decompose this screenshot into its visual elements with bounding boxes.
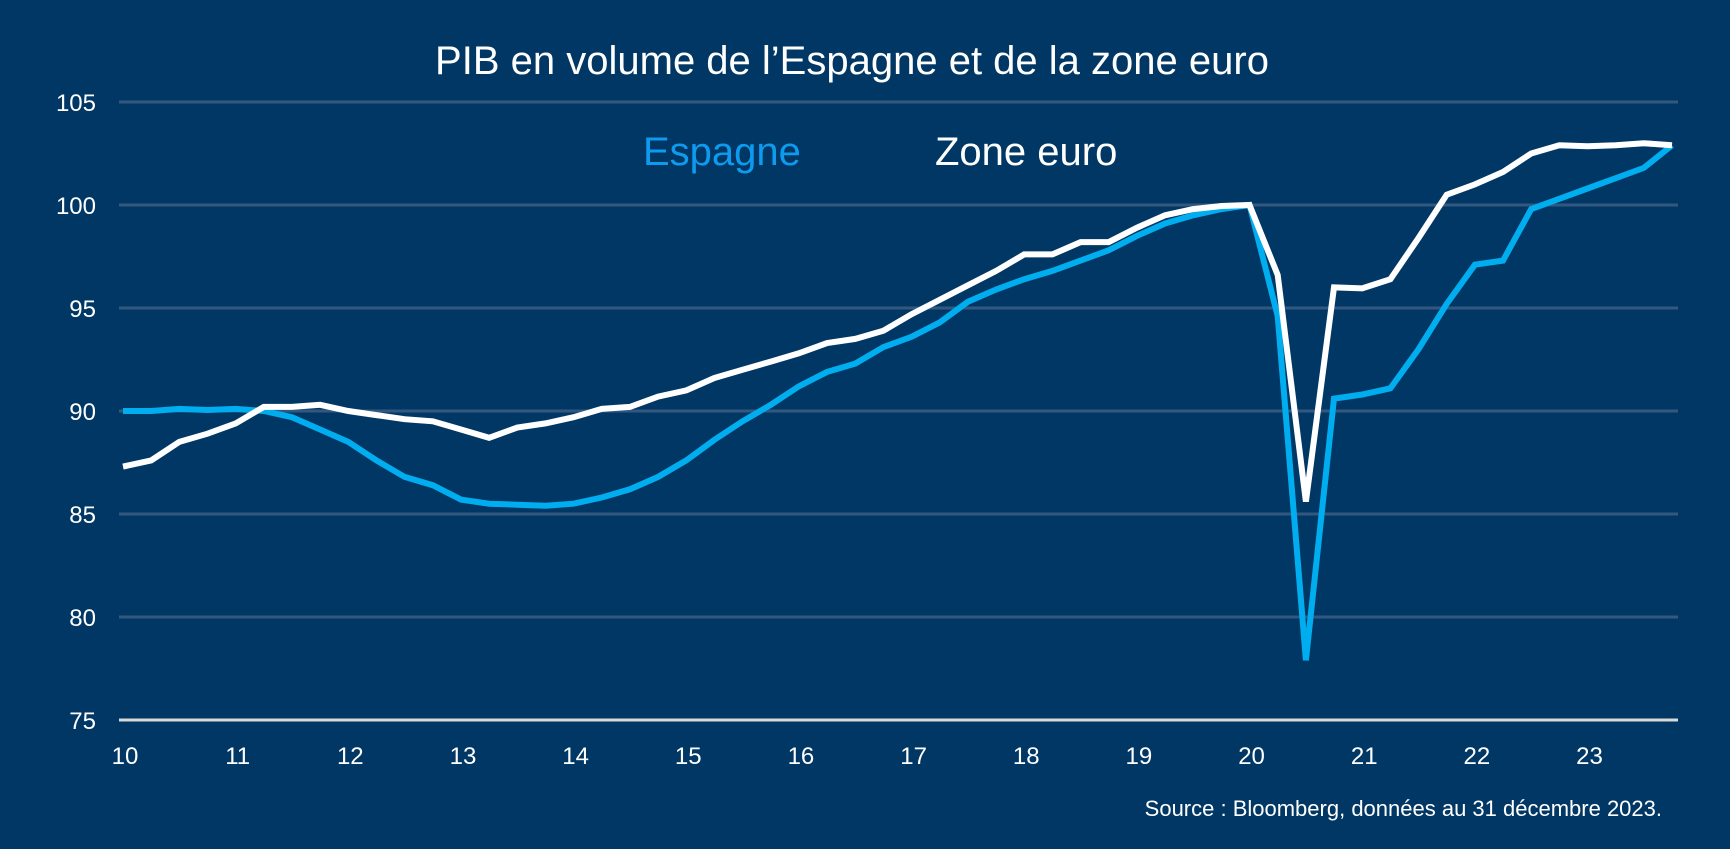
y-axis-ticks: 75 80 85 90 95 100 105 — [56, 90, 96, 735]
x-tick-label: 16 — [788, 743, 815, 770]
gridlines — [119, 100, 1678, 722]
x-axis-ticks: 10 11 12 13 14 15 16 17 18 19 20 21 22 23 — [112, 743, 1603, 770]
x-tick-label: 17 — [900, 743, 927, 770]
chart-title: PIB en volume de l’Espagne et de la zone… — [435, 39, 1269, 83]
series-lines — [122, 140, 1674, 661]
y-tick-label: 75 — [69, 708, 96, 735]
x-tick-label: 12 — [337, 743, 364, 770]
x-tick-label: 23 — [1576, 743, 1603, 770]
legend-zone-euro: Zone euro — [935, 130, 1117, 174]
series-line-espagne — [123, 142, 1674, 661]
source-note: Source : Bloomberg, données au 31 décemb… — [1145, 796, 1662, 821]
y-tick-label: 95 — [69, 296, 96, 323]
legend-espagne: Espagne — [643, 130, 801, 174]
y-tick-label: 105 — [56, 90, 96, 117]
y-tick-label: 100 — [56, 193, 96, 220]
x-tick-label: 18 — [1013, 743, 1040, 770]
series-line-zone-euro — [122, 140, 1673, 502]
x-tick-label: 21 — [1351, 743, 1378, 770]
y-tick-label: 80 — [69, 605, 96, 632]
x-tick-label: 14 — [562, 743, 589, 770]
x-tick-label: 20 — [1238, 743, 1265, 770]
x-tick-label: 10 — [112, 743, 139, 770]
y-tick-label: 90 — [69, 399, 96, 426]
x-tick-label: 13 — [450, 743, 477, 770]
x-tick-label: 11 — [225, 743, 250, 770]
x-tick-label: 22 — [1464, 743, 1491, 770]
x-tick-label: 19 — [1126, 743, 1153, 770]
y-tick-label: 85 — [69, 502, 96, 529]
x-tick-label: 15 — [675, 743, 702, 770]
